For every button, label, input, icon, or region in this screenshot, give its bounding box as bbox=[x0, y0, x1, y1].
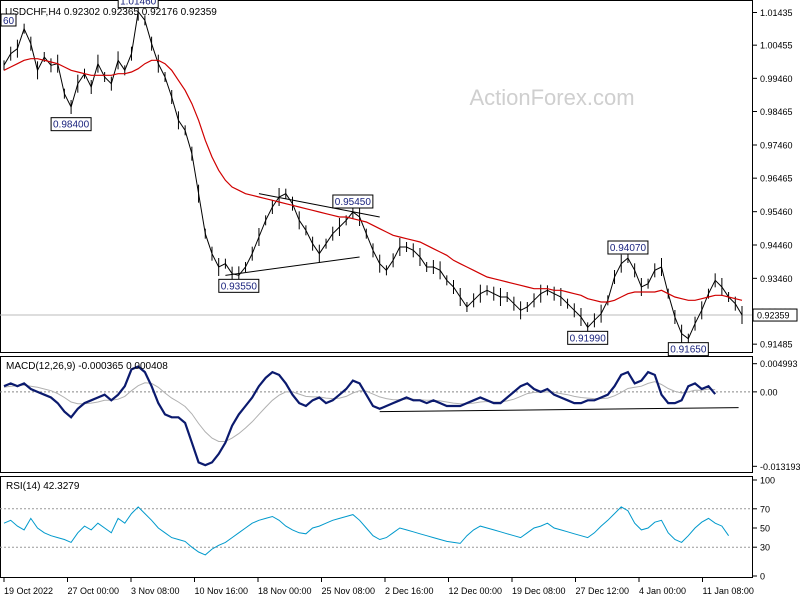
price-y-tick-label: 0.91485 bbox=[760, 340, 793, 350]
x-axis-label: 27 Dec 12:00 bbox=[576, 586, 630, 596]
macd-line bbox=[3, 365, 717, 467]
x-axis-label: 18 Nov 00:00 bbox=[258, 586, 312, 596]
macd-y-tick-label: 0.004993 bbox=[760, 359, 798, 369]
price-annotation-box bbox=[567, 330, 609, 345]
price-annotation-label: 1.01460 bbox=[120, 0, 157, 8]
macd-panel-frame bbox=[0, 356, 753, 473]
macd-y-tick-label: -0.013193 bbox=[760, 462, 800, 472]
price-y-tick-label: 1.00455 bbox=[760, 41, 793, 51]
price-annotation-box bbox=[607, 240, 649, 255]
current-price-box bbox=[752, 308, 798, 322]
price-y-tick-label: 0.98465 bbox=[760, 107, 793, 117]
price-y-tick-label: 0.95460 bbox=[760, 207, 793, 217]
clipped-left-label-box bbox=[0, 13, 17, 27]
price-moving-average-line bbox=[3, 58, 743, 303]
price-y-tick-label: 0.97460 bbox=[760, 141, 793, 151]
x-axis-label: 2 Dec 16:00 bbox=[385, 586, 434, 596]
price-header: USDCHF,H4 0.92302 0.92365 0.92176 0.9235… bbox=[5, 7, 217, 18]
rsi-y-tick-label: 0 bbox=[760, 572, 765, 582]
price-annotation-label: 0.93550 bbox=[221, 281, 258, 292]
x-axis-label: 19 Dec 08:00 bbox=[512, 586, 566, 596]
watermark: ActionForex.com bbox=[469, 85, 634, 110]
price-y-tick-label: 1.01435 bbox=[760, 8, 793, 18]
price-panel-frame bbox=[0, 0, 753, 353]
price-trendline bbox=[225, 256, 360, 276]
price-y-tick-label: 0.93460 bbox=[760, 274, 793, 284]
price-trendline bbox=[258, 193, 380, 218]
macd-trendline bbox=[379, 407, 739, 413]
price-annotation-box bbox=[332, 194, 374, 209]
rsi-y-tick-label: 30 bbox=[760, 543, 770, 553]
rsi-line bbox=[3, 506, 730, 556]
x-axis-label: 19 Oct 2022 bbox=[4, 586, 53, 596]
x-axis-label: 10 Nov 16:00 bbox=[195, 586, 249, 596]
price-annotation-box bbox=[50, 117, 92, 132]
price-y-tick-label: 0.99460 bbox=[760, 74, 793, 84]
x-axis-label: 25 Nov 08:00 bbox=[322, 586, 376, 596]
rsi-panel-frame bbox=[0, 476, 753, 578]
price-annotation-label: 0.94070 bbox=[610, 243, 647, 254]
x-axis-label: 3 Nov 08:00 bbox=[131, 586, 180, 596]
price-annotation-box bbox=[218, 278, 260, 293]
macd-y-tick-label: 0.00 bbox=[760, 387, 778, 397]
price-annotation-box bbox=[117, 0, 159, 9]
rsi-y-tick-label: 100 bbox=[760, 476, 775, 486]
x-axis-label: 4 Jan 00:00 bbox=[639, 586, 686, 596]
rsi-header: RSI(14) 42.3279 bbox=[6, 481, 80, 492]
price-annotation-label: 0.98400 bbox=[53, 120, 90, 131]
current-price-label: 0.92359 bbox=[757, 311, 790, 321]
rsi-y-tick-label: 50 bbox=[760, 524, 770, 534]
rsi-y-tick-label: 70 bbox=[760, 504, 770, 514]
macd-header: MACD(12,26,9) -0.000365 0.000408 bbox=[6, 361, 168, 372]
x-axis-label: 12 Dec 00:00 bbox=[449, 586, 503, 596]
price-annotation-label: 0.95450 bbox=[335, 197, 372, 208]
price-y-tick-label: 0.96465 bbox=[760, 174, 793, 184]
price-annotation-label: 0.91650 bbox=[670, 345, 707, 356]
price-annotation-label: 0.91990 bbox=[570, 333, 607, 344]
x-axis-label: 11 Jan 08:00 bbox=[703, 586, 754, 596]
x-axis-label: 27 Oct 00:00 bbox=[68, 586, 120, 596]
price-y-tick-label: 0.94460 bbox=[760, 241, 793, 251]
price-annotation-box bbox=[667, 342, 709, 357]
clipped-left-label: 60 bbox=[3, 16, 15, 27]
